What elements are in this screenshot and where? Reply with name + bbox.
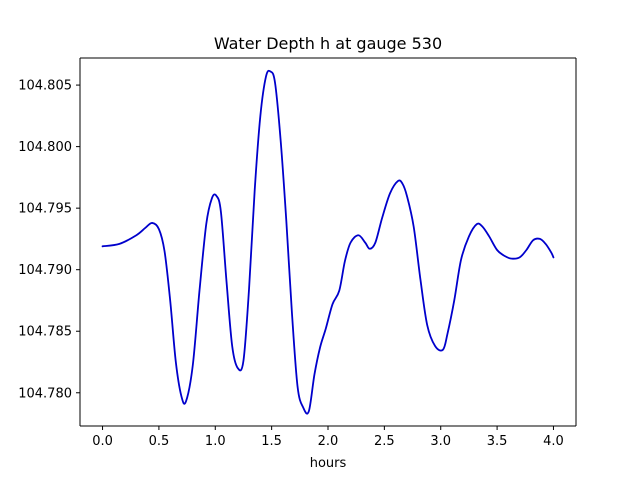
x-axis-title: hours (310, 456, 347, 471)
y-tick-label: 104.790 (18, 263, 72, 278)
x-tick-label: 0.5 (149, 434, 170, 449)
y-tick-label: 104.795 (18, 202, 72, 217)
x-tick-label: 1.0 (205, 434, 226, 449)
series-layer (101, 69, 555, 415)
x-tick-label: 2.0 (318, 434, 339, 449)
x-tick-label: 4.0 (543, 434, 564, 449)
x-tick-label: 3.0 (430, 434, 451, 449)
series-line-0 (101, 69, 555, 415)
x-tick-label: 3.5 (487, 434, 508, 449)
y-tick-label: 104.800 (18, 140, 72, 155)
x-tick-label: 2.5 (374, 434, 395, 449)
x-axis-ticks: 0.0 0.5 1.0 1.5 2.0 2.5 3.0 3.5 4.0 (92, 426, 564, 449)
chart-title: Water Depth h at gauge 530 (214, 34, 442, 53)
y-tick-label: 104.780 (18, 386, 72, 401)
y-axis-ticks: 104.780 104.785 104.790 104.795 104.800 104.8… (18, 79, 80, 401)
x-tick-label: 1.5 (261, 434, 282, 449)
y-tick-label: 104.805 (18, 79, 72, 94)
plot-area (80, 58, 576, 426)
x-tick-label: 0.0 (92, 434, 113, 449)
y-tick-label: 104.785 (18, 325, 72, 340)
